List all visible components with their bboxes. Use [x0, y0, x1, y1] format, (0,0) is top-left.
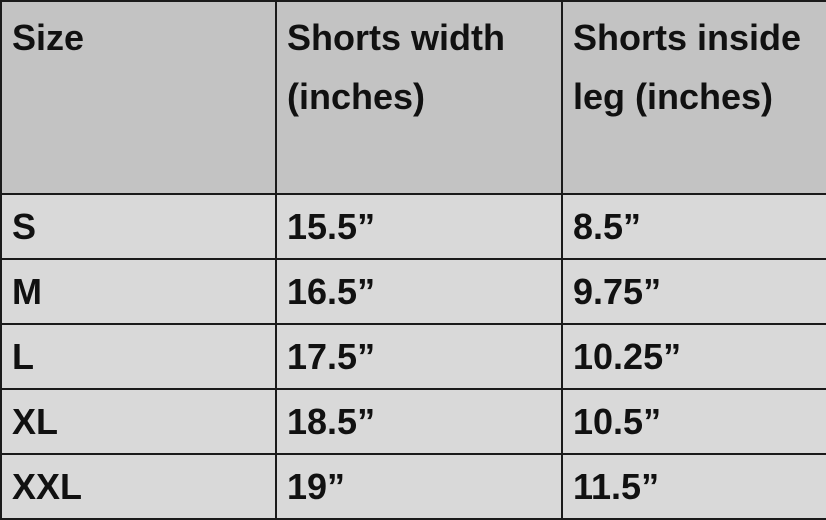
header-shorts-width: Shorts width (inches)	[275, 0, 563, 195]
header-size: Size	[0, 0, 277, 195]
inside-leg-cell: 11.5”	[561, 453, 826, 520]
width-cell: 19”	[275, 453, 563, 520]
inside-leg-cell: 10.5”	[561, 388, 826, 455]
header-row: Size Shorts width (inches) Shorts inside…	[0, 0, 826, 195]
size-cell: L	[0, 323, 277, 390]
width-cell: 18.5”	[275, 388, 563, 455]
width-cell: 17.5”	[275, 323, 563, 390]
width-cell: 15.5”	[275, 193, 563, 260]
table-row: XL 18.5” 10.5”	[0, 388, 826, 455]
table-row: L 17.5” 10.25”	[0, 323, 826, 390]
size-cell: XXL	[0, 453, 277, 520]
size-cell: M	[0, 258, 277, 325]
table-row: XXL 19” 11.5”	[0, 453, 826, 520]
inside-leg-cell: 9.75”	[561, 258, 826, 325]
size-cell: XL	[0, 388, 277, 455]
width-cell: 16.5”	[275, 258, 563, 325]
header-shorts-inside-leg: Shorts inside leg (inches)	[561, 0, 826, 195]
table-row: M 16.5” 9.75”	[0, 258, 826, 325]
size-cell: S	[0, 193, 277, 260]
inside-leg-cell: 8.5”	[561, 193, 826, 260]
table-row: S 15.5” 8.5”	[0, 193, 826, 260]
inside-leg-cell: 10.25”	[561, 323, 826, 390]
